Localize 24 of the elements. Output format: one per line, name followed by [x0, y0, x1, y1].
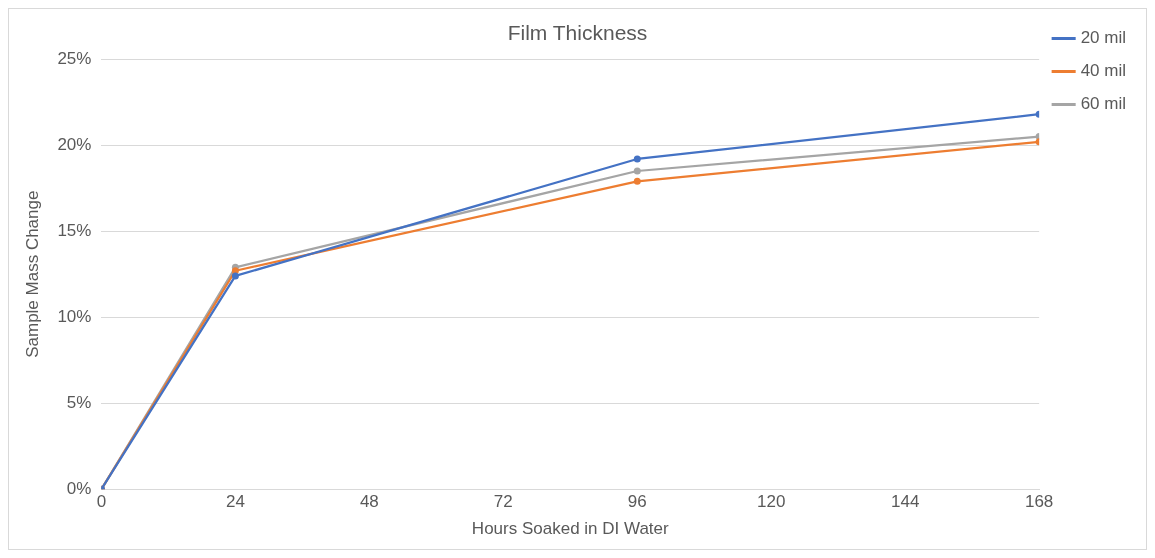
point [633, 167, 641, 175]
chart-title: Film Thickness [507, 21, 648, 45]
legend-label: 60 mil [1080, 94, 1127, 114]
x-tick-label: 24 [225, 492, 245, 512]
x-tick-label: 144 [891, 492, 920, 512]
x-tick-label: 0 [96, 492, 107, 512]
legend-label: 40 mil [1080, 61, 1127, 81]
x-tick-label: 168 [1024, 492, 1054, 512]
x-tick-label: 72 [493, 492, 513, 512]
y-tick-label: 0% [66, 478, 92, 498]
y-tick-label: 15% [57, 220, 92, 240]
legend-label: 20 mil [1080, 28, 1127, 48]
x-tick-label: 48 [359, 492, 379, 512]
point [633, 177, 641, 185]
x-tick-label: 120 [757, 492, 786, 512]
y-axis-title: Sample Mass Change [22, 190, 42, 358]
x-tick-label: 96 [627, 492, 647, 512]
point [231, 272, 239, 280]
y-tick-label: 5% [66, 392, 92, 412]
y-tick-label: 20% [57, 134, 92, 154]
point [633, 155, 641, 163]
y-tick-label: 25% [57, 48, 92, 68]
x-axis-title: Hours Soaked in DI Water [471, 519, 670, 539]
y-tick-label: 10% [57, 306, 92, 326]
